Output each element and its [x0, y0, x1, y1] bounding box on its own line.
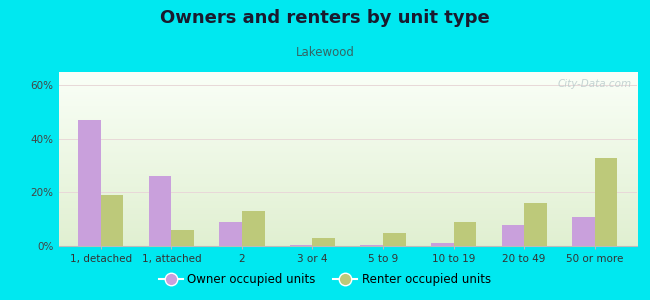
Bar: [78, 120, 101, 246]
Bar: [219, 222, 242, 246]
Bar: [454, 222, 476, 246]
Bar: [101, 195, 124, 246]
Text: Lakewood: Lakewood: [296, 46, 354, 59]
Bar: [572, 217, 595, 246]
Bar: [383, 232, 406, 246]
Bar: [361, 245, 383, 246]
Bar: [313, 238, 335, 246]
Bar: [595, 158, 618, 246]
Text: City-Data.com: City-Data.com: [557, 79, 631, 89]
Legend: Owner occupied units, Renter occupied units: Owner occupied units, Renter occupied un…: [154, 269, 496, 291]
Bar: [149, 176, 172, 246]
Bar: [502, 225, 524, 246]
Bar: [290, 245, 313, 246]
Text: Owners and renters by unit type: Owners and renters by unit type: [160, 9, 490, 27]
Bar: [524, 203, 547, 246]
Bar: [242, 211, 265, 246]
Bar: [431, 243, 454, 246]
Bar: [172, 230, 194, 246]
